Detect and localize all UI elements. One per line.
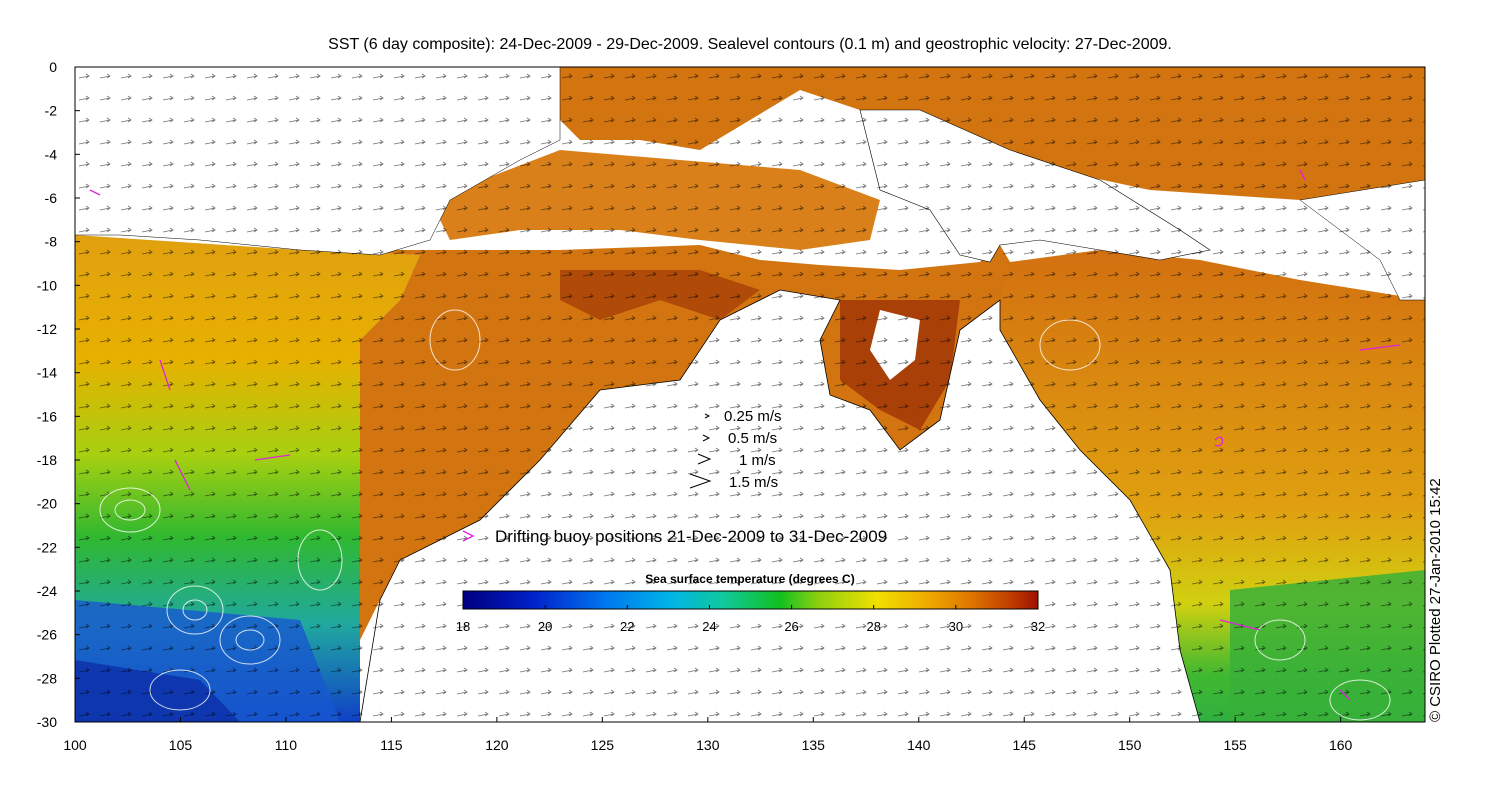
- arrow-1-5-icon: [689, 473, 712, 489]
- x-tick-label: 135: [802, 737, 826, 753]
- x-tick-label: 155: [1223, 737, 1247, 753]
- colorbar-scale: [462, 590, 1039, 610]
- y-tick-label: -10: [37, 277, 57, 293]
- y-tick-label: -30: [37, 714, 57, 730]
- geostrophic-velocity-arrows: [75, 67, 1425, 722]
- colorbar-tick-label: 24: [702, 619, 716, 634]
- sealevel-contours: [99, 309, 1391, 721]
- y-tick-label: 0: [49, 59, 57, 75]
- y-tick-label: -22: [37, 539, 57, 555]
- buoy-marker-icon: [462, 530, 475, 542]
- colorbar-tick-label: 20: [538, 619, 552, 634]
- x-tick-label: 150: [1118, 737, 1142, 753]
- buoy-legend: Drifting buoy positions 21-Dec-2009 to 3…: [462, 527, 887, 546]
- x-tick-label: 145: [1013, 737, 1037, 753]
- velocity-label-0-5: 0.5 m/s: [728, 430, 777, 447]
- y-tick-label: -4: [45, 146, 58, 162]
- colorbar-tick-label: 30: [949, 619, 963, 634]
- x-tick-label: 115: [380, 737, 403, 753]
- y-tick-label: -24: [37, 583, 57, 599]
- colorbar: Sea surface temperature (degrees C) 18 20…: [456, 572, 1045, 634]
- x-tick-label: 130: [696, 737, 720, 753]
- y-tick-label: -20: [37, 496, 57, 512]
- colorbar-tick-label: 26: [784, 619, 798, 634]
- buoy-legend-label: Drifting buoy positions 21-Dec-2009 to 3…: [495, 527, 887, 546]
- arrow-1-icon: [697, 453, 712, 465]
- y-tick-label: -2: [45, 103, 58, 119]
- x-tick-label: 125: [591, 737, 615, 753]
- y-tick-label: -6: [45, 190, 58, 206]
- colorbar-ticks: 18 20 22 24 26 28 30 32: [456, 605, 1045, 634]
- colorbar-tick-label: 18: [456, 619, 470, 634]
- colorbar-tick-label: 28: [866, 619, 880, 634]
- arrow-0-5-icon: [702, 434, 711, 442]
- plot-frame: [74, 66, 1426, 723]
- colorbar-tick-label: 22: [620, 619, 634, 634]
- x-tick-label: 140: [907, 737, 931, 753]
- x-tick-label: 160: [1329, 737, 1353, 753]
- y-tick-label: -8: [45, 234, 58, 250]
- y-tick-label: -26: [37, 627, 57, 643]
- y-tick-label: -14: [37, 365, 57, 381]
- colorbar-tick-label: 32: [1031, 619, 1045, 634]
- x-axis: 100 105 110 115 120 125 130 135 140 145 150 155 160: [63, 717, 1353, 753]
- y-axis: 0 -2 -4 -6 -8 -10 -12 -14 -16 -18 -20 -22 -24 -26 -28 -…: [37, 59, 80, 730]
- arrow-0-25-icon: [704, 413, 711, 419]
- buoy-tracks: [89, 169, 1401, 701]
- map-field: [75, 67, 1425, 722]
- y-tick-label: -16: [37, 408, 57, 424]
- velocity-label-1: 1 m/s: [739, 452, 776, 469]
- y-tick-label: -12: [37, 321, 57, 337]
- velocity-label-1-5: 1.5 m/s: [729, 474, 778, 491]
- x-tick-label: 100: [63, 737, 87, 753]
- velocity-label-0-25: 0.25 m/s: [724, 408, 782, 425]
- plot-credit: © CSIRO Plotted 27-Jan-2010 15:42: [1427, 478, 1444, 722]
- x-tick-label: 120: [485, 737, 509, 753]
- x-tick-label: 105: [169, 737, 193, 753]
- chart-title: SST (6 day composite): 24-Dec-2009 - 29-…: [328, 36, 1172, 53]
- x-tick-label: 110: [275, 737, 298, 753]
- colorbar-title: Sea surface temperature (degrees C): [645, 572, 854, 586]
- velocity-legend: 0.25 m/s 0.5 m/s 1 m/s 1.5 m/s: [689, 408, 782, 491]
- y-tick-label: -28: [37, 670, 57, 686]
- y-tick-label: -18: [37, 452, 57, 468]
